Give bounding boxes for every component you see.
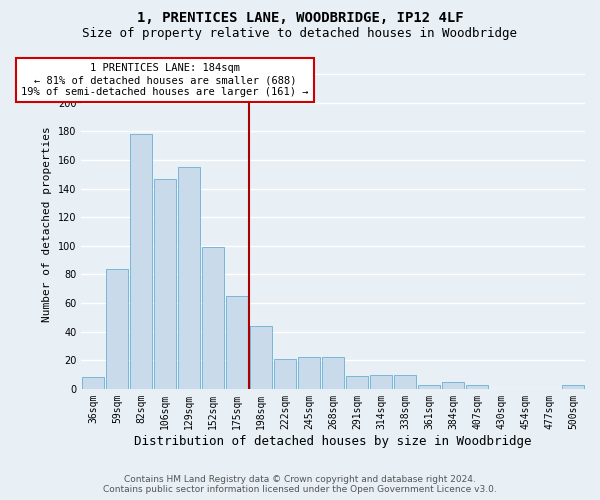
Bar	[346, 376, 368, 389]
Bar	[226, 296, 248, 389]
Bar	[130, 134, 152, 389]
Y-axis label: Number of detached properties: Number of detached properties	[42, 126, 52, 322]
Bar	[298, 358, 320, 389]
Bar	[322, 358, 344, 389]
Bar	[466, 384, 488, 389]
Bar	[250, 326, 272, 389]
Text: 1 PRENTICES LANE: 184sqm
← 81% of detached houses are smaller (688)
19% of semi-: 1 PRENTICES LANE: 184sqm ← 81% of detach…	[22, 64, 309, 96]
Text: Size of property relative to detached houses in Woodbridge: Size of property relative to detached ho…	[83, 28, 517, 40]
Bar	[178, 167, 200, 389]
Bar	[202, 248, 224, 389]
Bar	[562, 384, 584, 389]
Bar	[274, 359, 296, 389]
Text: 1, PRENTICES LANE, WOODBRIDGE, IP12 4LF: 1, PRENTICES LANE, WOODBRIDGE, IP12 4LF	[137, 12, 463, 26]
Bar	[370, 374, 392, 389]
Bar	[82, 378, 104, 389]
Bar	[418, 384, 440, 389]
Bar	[154, 178, 176, 389]
Text: Contains HM Land Registry data © Crown copyright and database right 2024.
Contai: Contains HM Land Registry data © Crown c…	[103, 474, 497, 494]
X-axis label: Distribution of detached houses by size in Woodbridge: Distribution of detached houses by size …	[134, 434, 532, 448]
Bar	[442, 382, 464, 389]
Bar	[106, 268, 128, 389]
Bar	[394, 374, 416, 389]
